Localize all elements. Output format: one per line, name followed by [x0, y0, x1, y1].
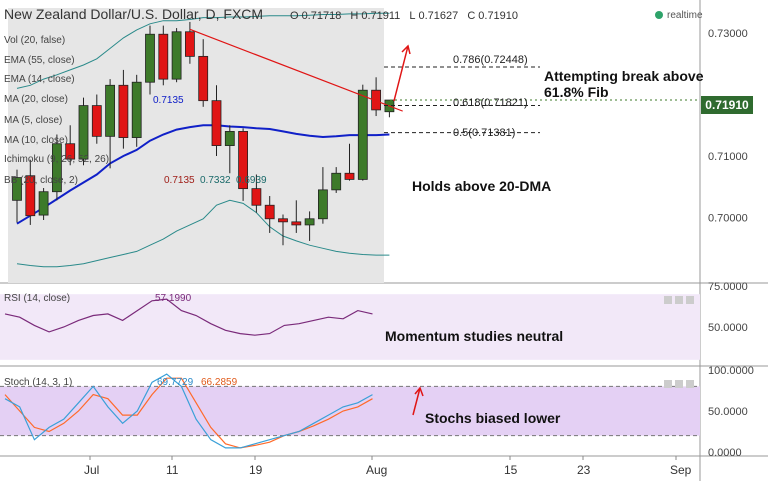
legend-bb-mid: 0.7135 — [164, 175, 195, 186]
legend-rsi-value: 57.1990 — [155, 293, 192, 304]
stoch-tick-label: 100.0000 — [708, 365, 754, 377]
fib-label-500: 0.5(0.71381) — [453, 127, 516, 139]
x-tick-label: 23 — [577, 463, 591, 477]
candle-body — [25, 175, 36, 217]
legend-ema[interactable]: EMA (55, close) — [4, 55, 75, 66]
candle-body — [52, 143, 62, 193]
candle-body — [317, 189, 328, 220]
candle-body — [264, 204, 275, 220]
candle-body — [118, 84, 129, 138]
annotation-stochs: Stochs biased lower — [425, 410, 561, 426]
realtime-indicator: realtime — [655, 10, 703, 21]
realtime-dot-icon — [655, 11, 663, 19]
candle-body — [251, 188, 262, 206]
chart-title: New Zealand Dollar/U.S. Dollar, D, FXCM — [4, 6, 264, 22]
x-tick-label: 15 — [504, 463, 518, 477]
candle-body — [331, 172, 342, 191]
legend-ma3[interactable]: MA (10, close) — [4, 135, 68, 146]
x-tick-label: Aug — [366, 463, 387, 477]
annotation-dma: Holds above 20-DMA — [412, 178, 552, 194]
stoch-k-line — [4, 373, 373, 449]
rsi-line — [4, 298, 373, 336]
legend-bb-up: 0.7332 — [200, 175, 231, 186]
arrow-stoch — [412, 387, 421, 416]
x-tick-label: 19 — [249, 463, 263, 477]
ma20-line — [16, 124, 390, 225]
bb-upper-line — [16, 12, 390, 89]
annotation-momentum: Momentum studies neutral — [385, 328, 564, 344]
legend-bb[interactable]: BB (20, close, 2) — [4, 175, 78, 186]
candle-body — [278, 218, 288, 223]
candle-body — [184, 31, 195, 57]
arrow-break-head — [401, 44, 411, 55]
candle-body — [158, 33, 169, 80]
rsi-tick-label: 75.0000 — [708, 281, 748, 293]
candle-body — [65, 143, 76, 160]
legend-ichimoku[interactable]: Ichimoku (9, 26, 52, 26) — [4, 154, 110, 165]
stoch-d-line — [4, 377, 373, 449]
legend-stoch-k: 69.7729 — [157, 377, 194, 388]
legend-ema2[interactable]: EMA (14, close) — [4, 74, 75, 85]
candle-body — [171, 31, 182, 80]
stoch-band — [0, 386, 700, 436]
legend-vol[interactable]: Vol (20, false) — [4, 35, 66, 46]
arrow-break — [393, 45, 409, 102]
x-tick-label: Jul — [84, 463, 99, 477]
legend-stoch[interactable]: Stoch (14, 3, 1) — [4, 377, 73, 388]
candle-body — [105, 84, 115, 137]
last-price-tag: 0.71910 — [701, 96, 753, 114]
candle-body — [304, 218, 315, 226]
candle-body — [12, 177, 22, 201]
pane-control-icon — [664, 380, 672, 388]
candle-body — [38, 191, 49, 216]
fib-label-618: 0.618(0.71821) — [453, 97, 528, 109]
ohlc-readout: O 0.71718 H 0.71911 L 0.71627 C 0.71910 — [290, 10, 519, 22]
pane-control-icon — [664, 296, 672, 304]
pane-control-icon — [686, 296, 694, 304]
legend-rsi[interactable]: RSI (14, close) — [4, 293, 71, 304]
trend-line — [189, 28, 403, 112]
candle-body — [78, 105, 89, 160]
legend-stoch-d: 66.2859 — [201, 377, 238, 388]
candle-body — [344, 172, 355, 180]
candle-body — [131, 81, 142, 138]
x-tick-label: 11 — [166, 463, 179, 477]
pane-control-icon — [675, 296, 683, 304]
legend-ma-value: 0.7135 — [153, 95, 184, 106]
candle-body — [198, 55, 209, 102]
y-tick-label: 0.73000 — [708, 28, 748, 40]
arrow-stoch-head — [414, 386, 424, 397]
candle-body — [91, 105, 102, 137]
pane-control-icon — [686, 380, 694, 388]
x-tick-label: Sep — [670, 463, 692, 477]
candle-body — [224, 131, 235, 146]
annotation-break: Attempting break above 61.8% Fib — [544, 68, 704, 100]
stoch-tick-label: 50.0000 — [708, 406, 748, 418]
bb-lower-line — [16, 199, 390, 268]
fib-label-786: 0.786(0.72448) — [453, 54, 528, 66]
legend-bb-low: 0.6939 — [236, 175, 267, 186]
legend-ma[interactable]: MA (20, close) — [4, 94, 68, 105]
stoch-tick-label: 0.0000 — [708, 447, 742, 459]
y-tick-label: 0.71000 — [708, 151, 748, 163]
candle-body — [145, 33, 155, 83]
rsi-band — [0, 294, 700, 360]
candle-body — [211, 100, 222, 146]
candle-body — [371, 89, 382, 111]
candle-body — [357, 89, 368, 180]
rsi-tick-label: 50.0000 — [708, 322, 748, 334]
candle-body — [238, 131, 249, 190]
candle-body — [291, 221, 302, 226]
y-tick-label: 0.70000 — [708, 213, 748, 225]
pane-control-icon — [675, 380, 683, 388]
legend-ma2[interactable]: MA (5, close) — [4, 115, 63, 126]
